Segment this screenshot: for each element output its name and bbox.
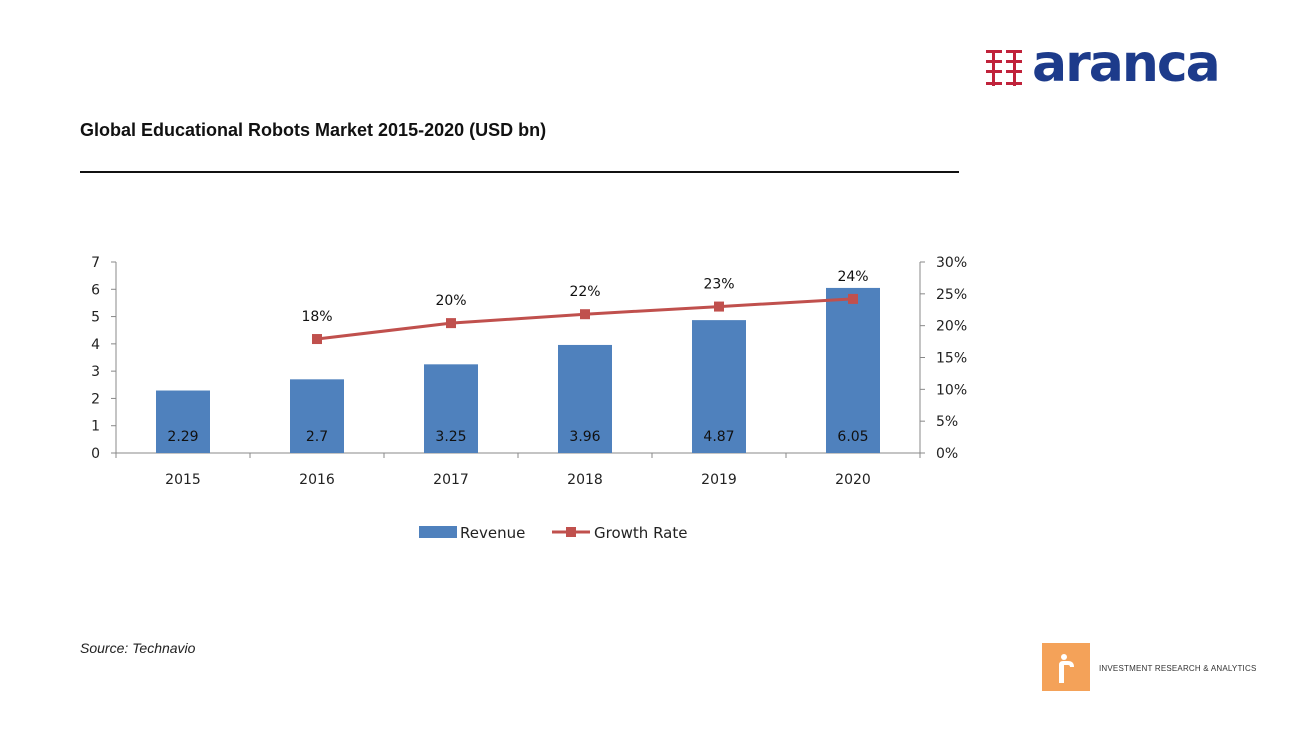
y-left-tick-label: 1 bbox=[91, 419, 100, 435]
aranca-mark-icon bbox=[986, 50, 1022, 86]
x-tick-label: 2018 bbox=[567, 472, 603, 488]
revenue-bar bbox=[424, 364, 478, 453]
growth-rate-marker bbox=[714, 301, 724, 312]
revenue-data-label: 2.29 bbox=[167, 429, 198, 445]
revenue-data-label: 3.96 bbox=[569, 429, 600, 445]
y-left-tick-label: 4 bbox=[91, 337, 100, 353]
revenue-data-label: 2.7 bbox=[306, 429, 328, 445]
title-divider bbox=[80, 171, 959, 173]
y-right-tick-label: 30% bbox=[936, 255, 967, 271]
x-tick-label: 2019 bbox=[701, 472, 737, 488]
growth-rate-marker bbox=[580, 309, 590, 320]
revenue-bar bbox=[692, 320, 746, 453]
y-left-tick-label: 2 bbox=[91, 391, 100, 407]
y-right-tick-label: 0% bbox=[936, 446, 958, 462]
brand-tagline: INVESTMENT RESEARCH & ANALYTICS bbox=[1099, 664, 1257, 673]
revenue-data-label: 3.25 bbox=[435, 429, 466, 445]
y-right-tick-label: 15% bbox=[936, 351, 967, 367]
y-right-tick-label: 5% bbox=[936, 414, 958, 430]
legend-revenue-label: Revenue bbox=[460, 524, 525, 542]
source-note: Source: Technavio bbox=[80, 640, 196, 656]
x-tick-label: 2020 bbox=[835, 472, 871, 488]
y-right-tick-label: 20% bbox=[936, 319, 967, 335]
revenue-bar bbox=[156, 390, 210, 453]
y-right-tick-label: 10% bbox=[936, 382, 967, 398]
aranca-logo: aranca bbox=[984, 34, 1244, 94]
revenue-data-label: 6.05 bbox=[837, 429, 868, 445]
y-left-tick-label: 7 bbox=[91, 255, 100, 271]
legend-growth-swatch-marker bbox=[566, 527, 576, 537]
y-right-tick-label: 25% bbox=[936, 287, 967, 303]
revenue-data-label: 4.87 bbox=[703, 429, 734, 445]
growth-rate-marker bbox=[312, 334, 322, 345]
revenue-bar bbox=[558, 344, 612, 453]
growth-rate-data-label: 20% bbox=[435, 293, 466, 309]
y-left-tick-label: 6 bbox=[91, 282, 100, 298]
growth-rate-marker bbox=[446, 318, 456, 329]
revenue-bar bbox=[290, 379, 344, 453]
growth-rate-data-label: 24% bbox=[837, 269, 868, 285]
y-left-tick-label: 5 bbox=[91, 310, 100, 326]
brand-badge bbox=[1042, 643, 1090, 691]
x-tick-label: 2015 bbox=[165, 472, 201, 488]
x-tick-label: 2017 bbox=[433, 472, 469, 488]
growth-rate-marker bbox=[848, 293, 858, 304]
x-tick-label: 2016 bbox=[299, 472, 335, 488]
growth-rate-data-label: 23% bbox=[703, 277, 734, 293]
legend-growth-label: Growth Rate bbox=[594, 524, 687, 542]
page-title: Global Educational Robots Market 2015-20… bbox=[80, 120, 547, 140]
y-left-tick-label: 0 bbox=[91, 446, 100, 462]
revenue-bar bbox=[826, 287, 880, 453]
growth-rate-data-label: 18% bbox=[301, 309, 332, 325]
y-left-tick-label: 3 bbox=[91, 364, 100, 380]
growth-rate-data-label: 22% bbox=[569, 284, 600, 300]
legend-revenue-swatch bbox=[419, 526, 457, 538]
brand-name: aranca bbox=[1032, 34, 1221, 94]
r-icon bbox=[1059, 654, 1074, 683]
